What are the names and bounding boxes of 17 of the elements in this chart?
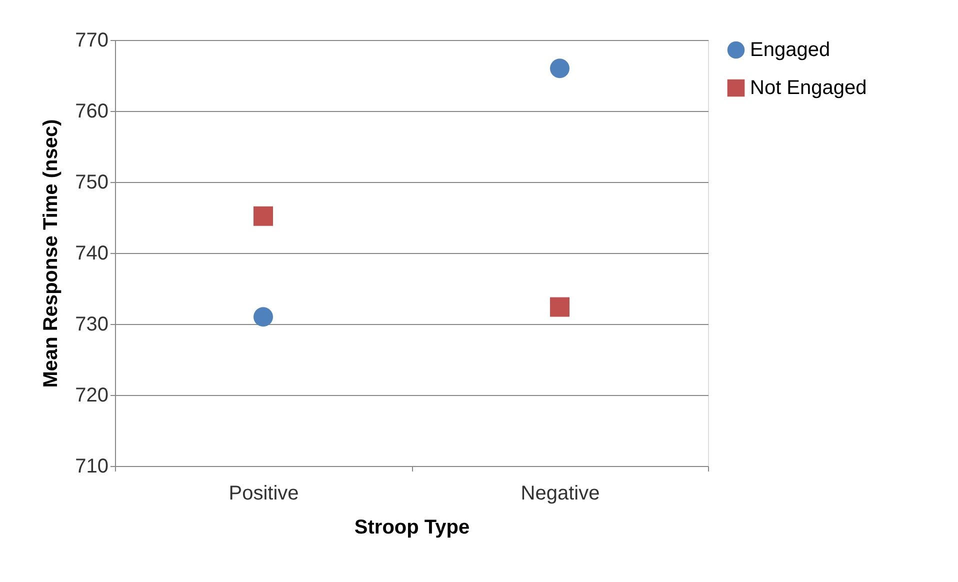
y-tick-label: 720 (75, 384, 108, 406)
point (550, 297, 570, 317)
point (254, 206, 273, 226)
x-tick-label: Negative (520, 482, 600, 504)
y-tick-label: 770 (75, 30, 108, 52)
point (254, 307, 273, 327)
x-axis-title: Stroop Type (354, 516, 470, 538)
y-tick-label: 710 (75, 456, 108, 478)
y-tick-label: 740 (75, 242, 108, 264)
y-tick-label: 750 (75, 172, 108, 194)
point (550, 58, 570, 78)
legend-label: Not Engaged (750, 77, 867, 99)
y-tick-label: 760 (75, 100, 108, 122)
y-tick-label: 730 (75, 314, 108, 336)
legend-label: Engaged (750, 39, 830, 61)
y-axis-title: Mean Response Time (nsec) (40, 119, 62, 388)
x-tick-label: Positive (228, 482, 299, 504)
